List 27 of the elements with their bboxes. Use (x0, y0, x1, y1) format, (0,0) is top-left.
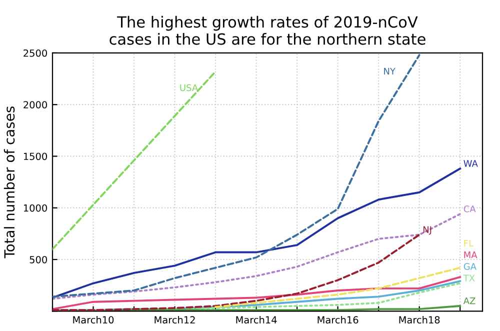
series-label: TX (463, 274, 475, 282)
series-label: CA (464, 205, 476, 212)
line-series (52, 234, 420, 312)
x-tick-label: March12 (154, 316, 195, 324)
line-series (214, 266, 462, 308)
chart-title: The highest growth rates of 2019-nCoV cases in the US are for the northern state (110, 16, 426, 45)
y-tick-label: 2000 (24, 101, 47, 108)
x-tick-label: March16 (318, 316, 358, 324)
series-label: USA (180, 84, 198, 92)
text: FL (464, 240, 474, 247)
y-tick-label: 2500 (24, 49, 47, 57)
x-tick-label: March10 (73, 316, 114, 324)
x-tick-label: March14 (236, 316, 277, 324)
y-axis-title: Total number of cases (4, 106, 15, 258)
y-tick-label: 1000 (24, 204, 47, 212)
series-label: WA (464, 160, 478, 167)
y-tick-label: 500 (30, 256, 47, 264)
line-series (52, 168, 462, 299)
line-series (52, 213, 462, 300)
x-tick-label: March18 (399, 316, 440, 324)
y-tick-label: 1500 (24, 152, 47, 160)
series-label: GA (464, 263, 476, 270)
line-series (52, 70, 217, 250)
line-series (52, 54, 420, 298)
text: MA (464, 252, 478, 258)
series-label: AZ (463, 298, 476, 304)
series-label: NY (384, 68, 396, 74)
